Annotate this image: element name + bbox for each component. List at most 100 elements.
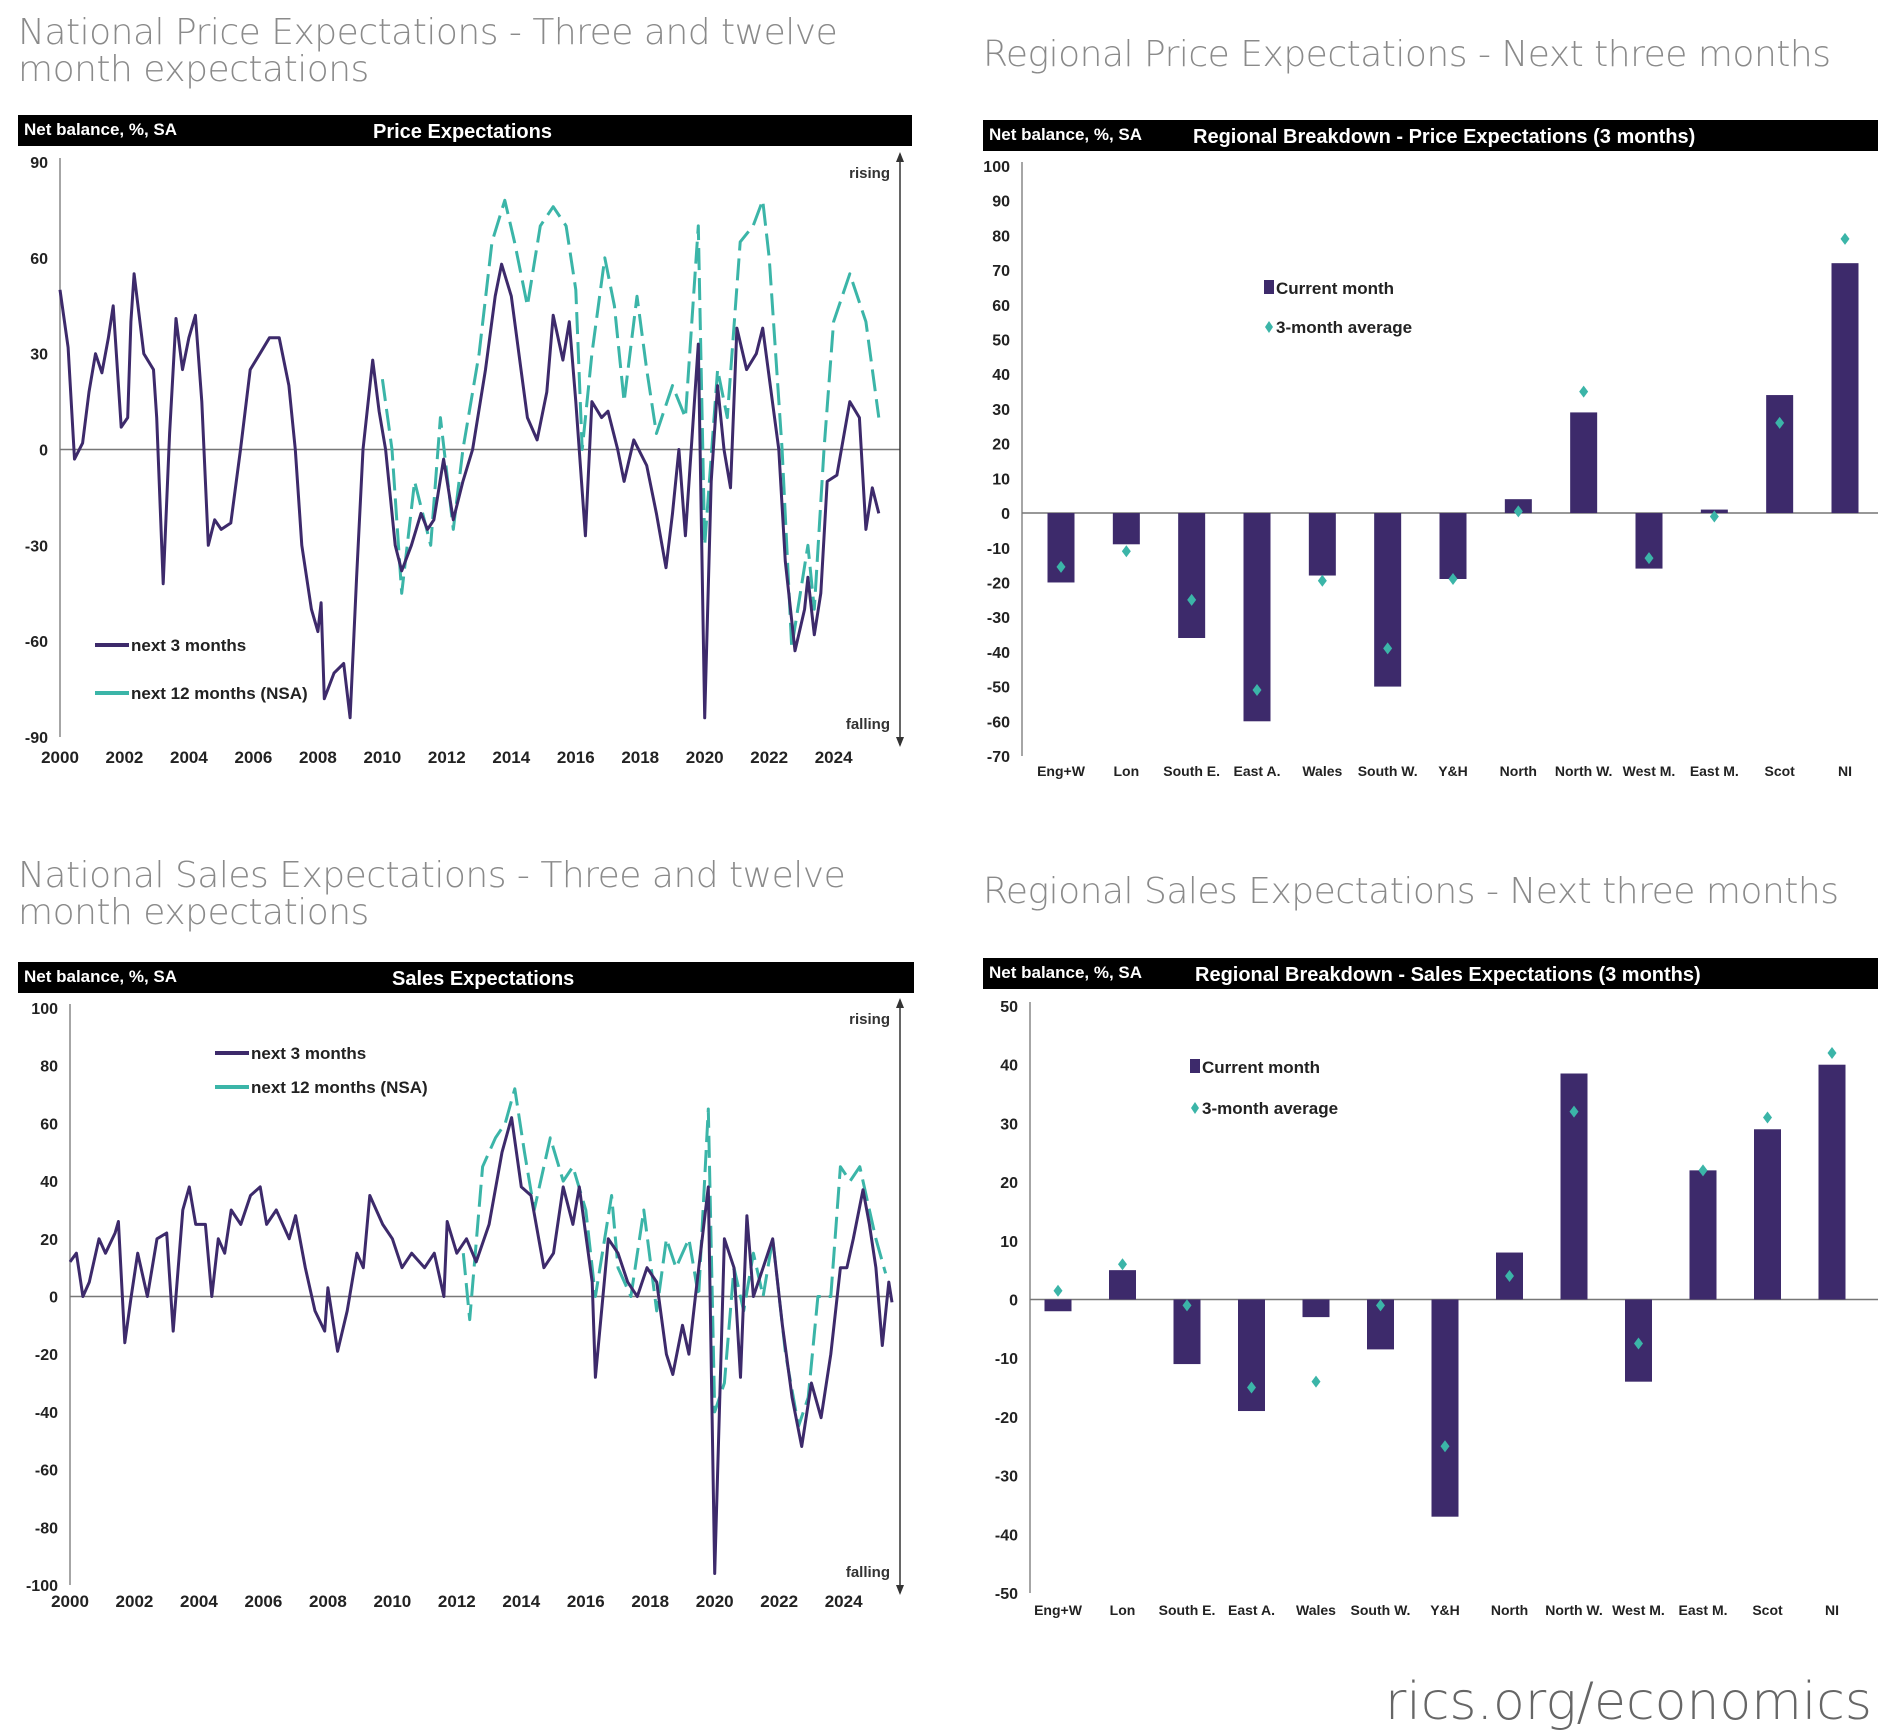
chart-header-regional-sales: Net balance, %, SA Regional Breakdown - … <box>983 958 1878 989</box>
y-tick-label: 100 <box>983 159 1010 176</box>
y-tick-label: 100 <box>31 1001 58 1018</box>
y-tick-label: -80 <box>35 1520 58 1537</box>
annotation-falling: falling <box>846 716 890 733</box>
x-tick-label: 2008 <box>309 1592 347 1611</box>
y-tick-label: 80 <box>992 228 1010 245</box>
bar <box>1831 263 1859 514</box>
x-category-label: North W. <box>1545 1602 1603 1618</box>
avg-marker <box>1383 642 1393 655</box>
x-category-label: Lon <box>1110 1602 1136 1618</box>
avg-marker <box>1053 1284 1063 1297</box>
avg-marker <box>1840 232 1850 245</box>
bar <box>1439 513 1467 579</box>
y-tick-label: -20 <box>995 1410 1018 1427</box>
legend-label: next 12 months (NSA) <box>131 684 308 703</box>
y-tick-label: -40 <box>35 1405 58 1422</box>
bar <box>1570 412 1598 514</box>
legend-label: 3-month average <box>1276 318 1412 337</box>
x-tick-label: 2010 <box>363 748 401 767</box>
legend-label: next 3 months <box>131 636 246 655</box>
y-tick-label: 0 <box>1001 506 1010 523</box>
x-tick-label: 2006 <box>234 748 272 767</box>
bar <box>1308 513 1336 576</box>
y-tick-label: 20 <box>40 1232 58 1249</box>
y-tick-label: 10 <box>1000 1234 1018 1251</box>
chart-header-sales: Net balance, %, SA Sales Expectations <box>18 962 914 993</box>
x-tick-label: 2008 <box>299 748 337 767</box>
avg-marker <box>1579 385 1589 398</box>
x-category-label: Wales <box>1302 763 1342 779</box>
x-tick-label: 2024 <box>825 1592 863 1611</box>
y-tick-label: 50 <box>992 333 1010 350</box>
y-tick-label: -60 <box>25 634 48 651</box>
x-tick-label: 2024 <box>815 748 853 767</box>
x-tick-label: 2022 <box>760 1592 798 1611</box>
annotation-rising: rising <box>849 1011 890 1028</box>
y-unit-label: Net balance, %, SA <box>989 963 1143 982</box>
y-tick-label: -60 <box>987 714 1010 731</box>
y-tick-label: -10 <box>987 541 1010 558</box>
legend-swatch <box>1190 1059 1200 1073</box>
chart-header-price: Net balance, %, SA Price Expectations <box>18 115 912 146</box>
x-category-label: South E. <box>1163 763 1220 779</box>
avg-marker <box>1121 545 1131 558</box>
x-tick-label: 2002 <box>106 748 144 767</box>
x-tick-label: 2018 <box>631 1592 669 1611</box>
x-category-label: West M. <box>1623 763 1676 779</box>
y-unit-label: Net balance, %, SA <box>24 120 178 139</box>
y-tick-label: -50 <box>987 680 1010 697</box>
y-tick-label: 70 <box>992 263 1010 280</box>
y-tick-label: -100 <box>26 1578 58 1595</box>
x-category-label: NI <box>1838 763 1852 779</box>
x-tick-label: 2000 <box>51 1592 89 1611</box>
y-tick-label: 60 <box>992 298 1010 315</box>
x-category-label: Y&H <box>1438 763 1468 779</box>
legend-label: 3-month average <box>1202 1099 1338 1118</box>
avg-marker <box>1763 1111 1772 1124</box>
y-tick-label: 30 <box>1000 1116 1018 1133</box>
y-tick-label: 50 <box>1000 999 1018 1016</box>
bar <box>1112 513 1140 545</box>
y-tick-label: 80 <box>40 1059 58 1076</box>
x-tick-label: 2010 <box>373 1592 411 1611</box>
x-category-label: Scot <box>1752 1602 1783 1618</box>
x-tick-label: 2018 <box>621 748 659 767</box>
annotation-falling: falling <box>846 1564 890 1581</box>
x-category-label: East M. <box>1678 1602 1727 1618</box>
arrow-down-icon <box>896 1585 904 1595</box>
chart-header-title: Price Expectations <box>373 121 552 143</box>
avg-marker <box>1056 560 1066 573</box>
bar <box>1238 1299 1265 1412</box>
avg-marker <box>1252 684 1262 697</box>
y-tick-label: -40 <box>995 1527 1018 1544</box>
chart-title-national-sales: National Sales Expectations - Three and … <box>18 855 846 933</box>
y-tick-label: -70 <box>987 749 1010 766</box>
y-tick-label: 40 <box>1000 1058 1018 1075</box>
y-tick-label: -30 <box>25 538 48 555</box>
avg-marker <box>1513 505 1523 518</box>
arrow-up-icon <box>896 152 904 162</box>
y-tick-label: 30 <box>30 347 48 364</box>
x-category-label: North <box>1491 1602 1528 1618</box>
avg-marker <box>1247 1381 1256 1394</box>
y-tick-label: -90 <box>25 730 48 747</box>
y-tick-label: 20 <box>992 437 1010 454</box>
y-tick-label: -20 <box>987 575 1010 592</box>
x-category-label: South W. <box>1358 763 1418 779</box>
bar <box>1818 1064 1846 1300</box>
bar <box>1689 1170 1717 1300</box>
chart-header-title: Regional Breakdown - Price Expectations … <box>1193 126 1696 148</box>
bar <box>1044 1299 1072 1312</box>
x-category-label: East M. <box>1690 763 1739 779</box>
x-tick-label: 2014 <box>492 748 530 767</box>
legend-label: Current month <box>1276 279 1394 298</box>
avg-marker <box>1448 573 1458 585</box>
x-category-label: South E. <box>1159 1602 1216 1618</box>
legend-label: next 3 months <box>251 1044 366 1063</box>
footer-url: rics.org/economics <box>1385 1672 1872 1732</box>
y-tick-label: -20 <box>35 1347 58 1364</box>
bar <box>1109 1270 1136 1300</box>
legend-swatch <box>1191 1102 1199 1114</box>
y-tick-label: 30 <box>992 402 1010 419</box>
avg-marker <box>1569 1105 1579 1118</box>
